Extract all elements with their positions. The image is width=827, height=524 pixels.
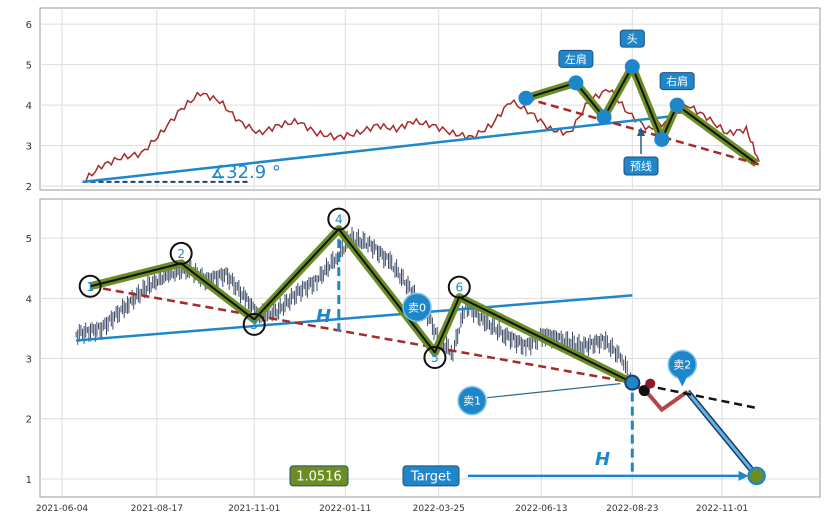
pattern-point-marker bbox=[654, 131, 670, 147]
wave-point-label: 5 bbox=[431, 351, 439, 365]
target-arrow-head bbox=[738, 470, 749, 481]
bottom-y-tick-label: 2 bbox=[26, 415, 32, 426]
wave-point-ring bbox=[242, 312, 266, 336]
wave-point-ring bbox=[78, 274, 102, 298]
x-tick-label: 2022-11-01 bbox=[696, 504, 748, 514]
target-value-text: 1.0516 bbox=[296, 470, 342, 485]
top-y-tick-label: 4 bbox=[26, 101, 32, 112]
breakdown-dot-red bbox=[645, 378, 656, 389]
pattern-point-marker bbox=[669, 97, 685, 113]
trend-angle-label: ∡32.9 ° bbox=[210, 162, 281, 183]
x-tick-label: 2022-01-11 bbox=[319, 504, 371, 514]
bottom-y-tick-label: 4 bbox=[26, 294, 32, 305]
breakdown-dot bbox=[638, 385, 650, 397]
wave-point-label: 3 bbox=[250, 318, 258, 332]
neckline-dashed bbox=[525, 96, 761, 167]
wave-point-ring bbox=[327, 207, 351, 231]
top-y-tick-label: 2 bbox=[26, 182, 32, 193]
pattern-point-marker bbox=[518, 90, 534, 106]
pattern-label-box bbox=[558, 49, 594, 68]
resistance-dashed bbox=[89, 285, 633, 384]
sell-marker-label: 卖2 bbox=[673, 359, 691, 372]
wave-point-ring bbox=[169, 241, 193, 265]
pattern-label-box bbox=[659, 72, 695, 91]
sell-marker-label: 卖1 bbox=[463, 395, 481, 408]
price-series-line bbox=[82, 88, 760, 183]
wave-point-ring bbox=[447, 275, 471, 299]
neckline-label-box bbox=[623, 156, 659, 176]
pattern-label-text: 头 bbox=[627, 33, 638, 46]
sell-marker bbox=[457, 385, 487, 416]
top-y-tick-label: 6 bbox=[26, 20, 32, 31]
projection-fall bbox=[686, 390, 758, 477]
x-axis: 2021-06-04 2021-08-17 2021-11-01 2022-01-11… bbox=[36, 504, 748, 514]
pattern-label-box bbox=[619, 29, 645, 48]
bottom-y-tick-label: 3 bbox=[26, 355, 32, 366]
pattern-label-text: 左肩 bbox=[565, 52, 587, 66]
neckline-arrow-head bbox=[637, 127, 645, 136]
breakdown-point-marker bbox=[624, 374, 641, 391]
bottom-y-tick-label: 1 bbox=[26, 475, 32, 486]
pattern-point-marker bbox=[568, 75, 584, 91]
wave-point-label: 2 bbox=[177, 247, 185, 261]
sell-marker-label: 卖0 bbox=[408, 301, 426, 314]
wave-point-label: 6 bbox=[455, 281, 463, 295]
pattern-point-marker bbox=[624, 59, 640, 75]
target-label-box bbox=[402, 465, 460, 487]
top-y-tick-label: 3 bbox=[26, 142, 32, 153]
wave-point-label: 1 bbox=[86, 280, 94, 294]
x-tick-label: 2022-03-25 bbox=[413, 504, 465, 514]
wave-point-label: 4 bbox=[335, 213, 343, 227]
target-height-label: H bbox=[595, 449, 610, 470]
x-tick-label: 2022-06-13 bbox=[515, 504, 567, 514]
sell2-pointer bbox=[677, 376, 688, 387]
support-line bbox=[75, 294, 633, 342]
neckline-label-text: 预线 bbox=[630, 159, 652, 173]
target-point-marker bbox=[747, 466, 766, 486]
bottom-panel: 1 2 3 4 5 H 1 2 3 4 5 6 H Target 1.0516 卖0 卖1 卖2 bbox=[26, 198, 821, 498]
x-tick-label: 2021-11-01 bbox=[228, 504, 280, 514]
pattern-label-text: 右肩 bbox=[666, 74, 688, 88]
sell-marker bbox=[402, 292, 432, 323]
x-tick-label: 2021-06-04 bbox=[36, 504, 89, 514]
x-tick-label: 2021-08-17 bbox=[131, 504, 183, 514]
target-value-box bbox=[289, 465, 349, 487]
sell1-pointer bbox=[487, 383, 621, 399]
trend-line bbox=[82, 115, 671, 184]
breakdown-extension-dashed bbox=[632, 381, 760, 410]
height-label: H bbox=[316, 306, 331, 327]
x-tick-label: 2022-08-23 bbox=[606, 504, 658, 514]
top-y-tick-label: 5 bbox=[26, 61, 32, 72]
bottom-y-tick-label: 5 bbox=[26, 234, 32, 245]
candle-series bbox=[75, 226, 632, 388]
top-panel-frame bbox=[39, 7, 821, 191]
wave-point-ring bbox=[423, 346, 447, 370]
pattern-point-marker bbox=[596, 109, 612, 125]
target-label-text: Target bbox=[410, 470, 451, 485]
